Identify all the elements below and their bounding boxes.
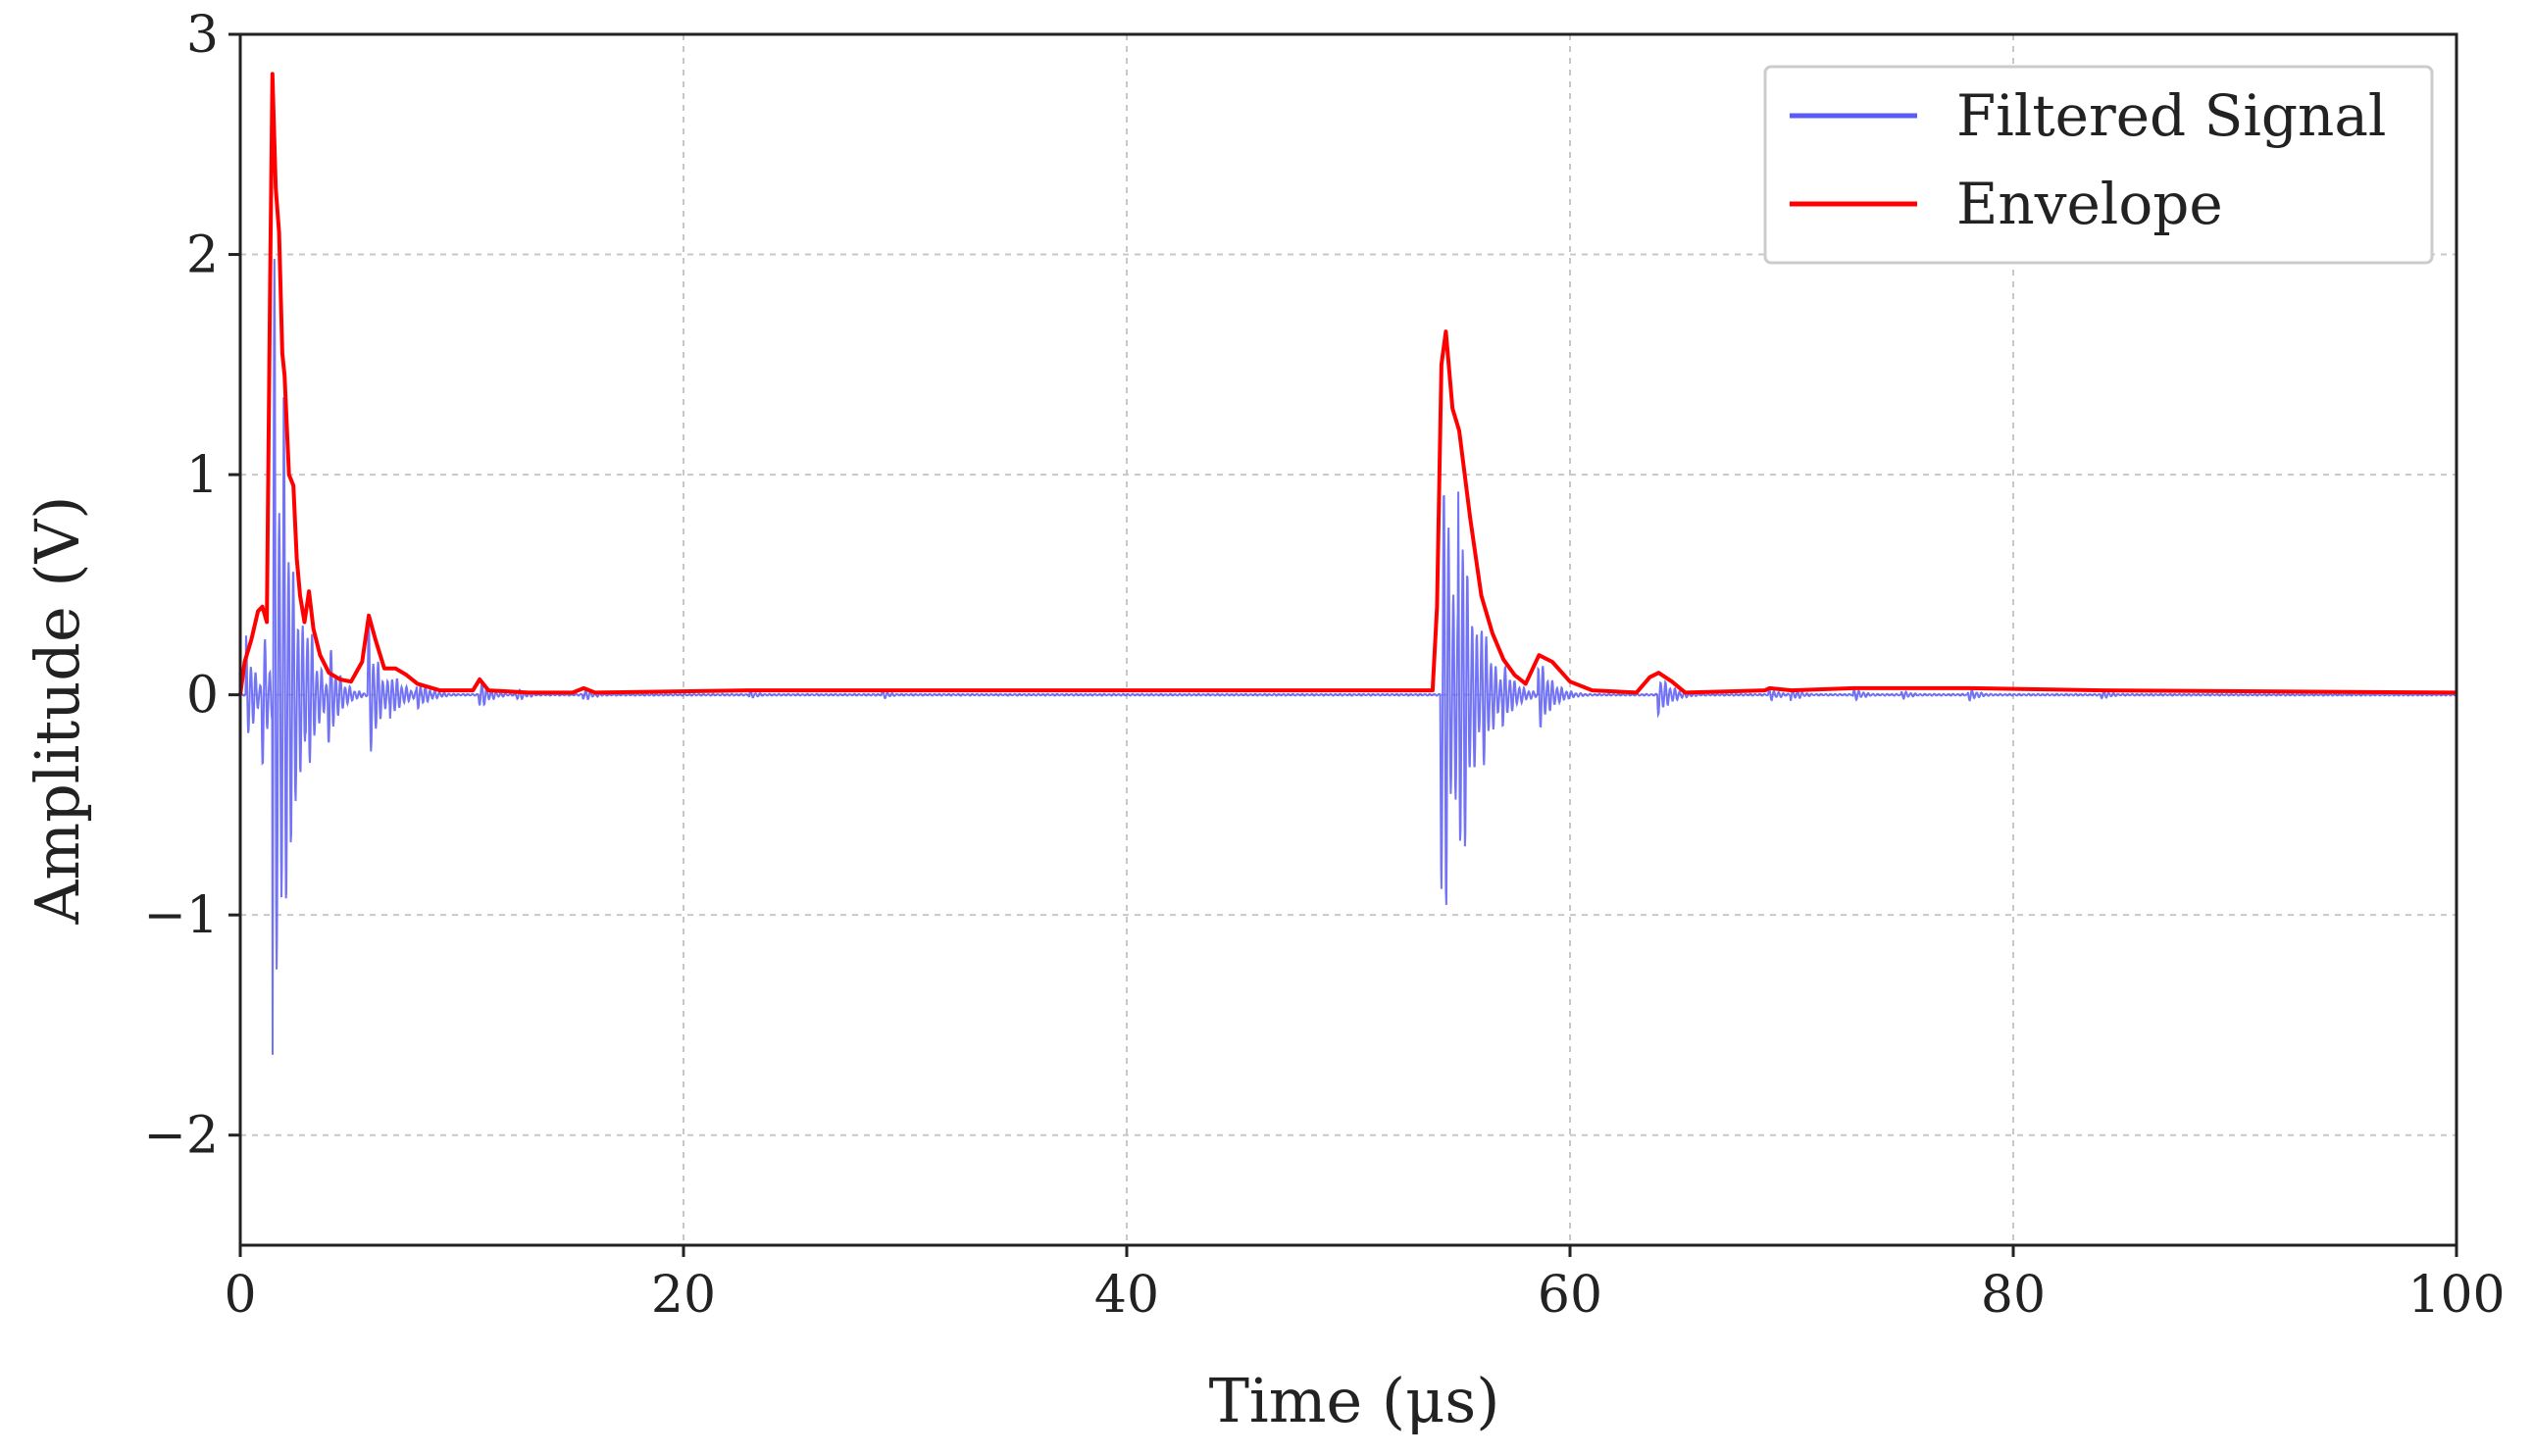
x-ticks: 0 20 40 60 80 100	[224, 1245, 2506, 1325]
y-tick-label: 0	[186, 667, 219, 726]
x-tick-label: 80	[1981, 1266, 2046, 1325]
legend-label-filtered-signal: Filtered Signal	[1956, 82, 2386, 149]
envelope-line	[238, 72, 2457, 695]
x-tick-label: 0	[224, 1266, 256, 1325]
plot-frame	[238, 32, 2458, 1247]
x-tick-label: 100	[2407, 1266, 2505, 1325]
filtered-signal-line	[239, 259, 2457, 1055]
y-tick-label: −1	[143, 886, 219, 945]
series-envelope	[238, 72, 2457, 695]
y-tick-label: 2	[186, 226, 219, 285]
x-tick-label: 60	[1538, 1266, 1602, 1325]
legend-box	[1763, 65, 2434, 265]
y-tick-label: 3	[186, 6, 219, 65]
legend: Filtered Signal Envelope	[1763, 65, 2434, 265]
y-tick-label: 1	[186, 446, 219, 505]
legend-label-envelope: Envelope	[1956, 171, 2223, 237]
y-axis-label: Amplitude (V)	[22, 496, 93, 926]
x-tick-label: 20	[651, 1266, 716, 1325]
x-axis-label: Time (μs)	[1209, 1365, 1500, 1436]
y-tick-label: −2	[143, 1107, 219, 1166]
x-tick-label: 40	[1094, 1266, 1159, 1325]
y-ticks: −2 −1 0 1 2 3	[143, 6, 240, 1166]
series-filtered-signal	[239, 259, 2457, 1055]
